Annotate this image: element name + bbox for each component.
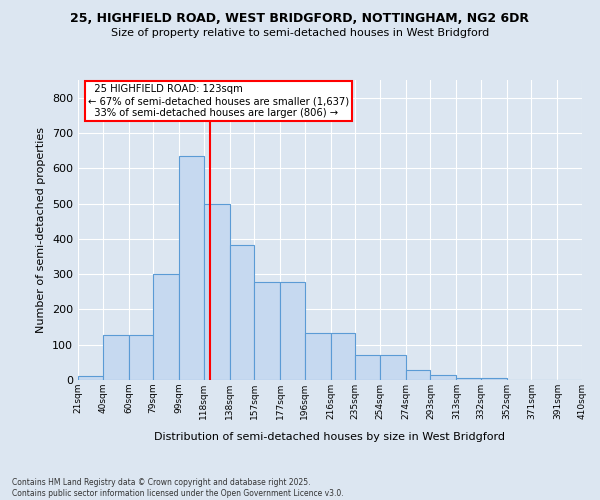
Bar <box>355 356 380 380</box>
Bar <box>457 378 481 380</box>
Bar <box>380 356 406 380</box>
Text: 25, HIGHFIELD ROAD, WEST BRIDGFORD, NOTTINGHAM, NG2 6DR: 25, HIGHFIELD ROAD, WEST BRIDGFORD, NOTT… <box>71 12 530 26</box>
Bar <box>103 335 128 380</box>
Bar <box>406 370 430 380</box>
Bar <box>331 333 355 380</box>
Bar <box>128 335 153 380</box>
Text: Size of property relative to semi-detached houses in West Bridgford: Size of property relative to semi-detach… <box>111 28 489 38</box>
Text: Contains HM Land Registry data © Crown copyright and database right 2025.
Contai: Contains HM Land Registry data © Crown c… <box>12 478 344 498</box>
Bar <box>230 245 254 380</box>
Bar <box>203 204 230 380</box>
Bar <box>430 376 457 380</box>
Bar <box>254 282 280 380</box>
Bar <box>78 376 103 380</box>
Text: Distribution of semi-detached houses by size in West Bridgford: Distribution of semi-detached houses by … <box>155 432 505 442</box>
Text: 25 HIGHFIELD ROAD: 123sqm
← 67% of semi-detached houses are smaller (1,637)
  33: 25 HIGHFIELD ROAD: 123sqm ← 67% of semi-… <box>88 84 349 117</box>
Bar <box>153 274 179 380</box>
Bar <box>305 333 331 380</box>
Bar <box>481 378 507 380</box>
Bar <box>280 282 305 380</box>
Y-axis label: Number of semi-detached properties: Number of semi-detached properties <box>37 127 46 333</box>
Bar <box>179 156 203 380</box>
